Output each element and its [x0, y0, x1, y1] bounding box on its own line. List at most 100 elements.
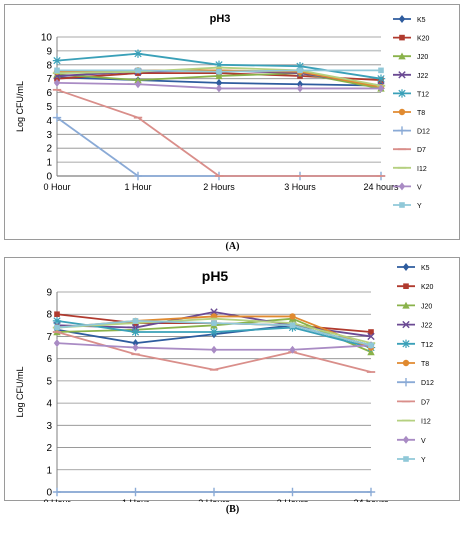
legend-item-d7: D7	[397, 399, 430, 406]
data-point-d12	[131, 487, 140, 497]
legend-item-d12: D12	[397, 378, 434, 387]
legend-item-v: V	[393, 182, 422, 191]
legend-item-j20: J20	[397, 301, 432, 310]
legend-label: K5	[421, 265, 430, 272]
y-tick-label: 9	[46, 46, 52, 57]
legend-item-t8: T8	[393, 108, 425, 117]
data-point-t12	[295, 61, 305, 71]
legend-label: J20	[421, 303, 432, 310]
legend-marker	[397, 89, 407, 98]
x-tick-label: 24 hours	[363, 182, 399, 192]
y-axis-label: Log CFU/mL	[15, 81, 25, 132]
legend-label: J22	[417, 73, 428, 80]
legend-label: D7	[417, 147, 426, 154]
legend-label: K20	[417, 36, 430, 43]
y-tick-label: 2	[46, 443, 52, 454]
legend-label: Y	[421, 457, 426, 464]
legend-item-j22: J22	[393, 71, 428, 80]
legend-marker	[399, 34, 405, 41]
data-point-v	[134, 80, 142, 89]
chart-title: pH3	[210, 13, 231, 25]
y-tick-label: 7	[46, 74, 52, 85]
data-point-v	[132, 343, 139, 352]
chart-ph5: pH5 Log CFU/mL 0 1 2 3 4 5 6 7 8 9 0 Hour 1 Hour 2 Hou…	[15, 263, 434, 502]
data-point-d12	[52, 113, 62, 122]
y-tick-label: 3	[46, 130, 52, 141]
data-point-d12	[52, 487, 62, 497]
data-point-y	[297, 67, 303, 74]
y-tick-label: 2	[46, 144, 52, 155]
data-point-k20	[368, 329, 374, 335]
x-tick-label: 2 Hours	[198, 498, 230, 502]
x-tick-label: 1 Hour	[122, 498, 149, 502]
data-point-v	[210, 345, 218, 354]
legend-label: D7	[421, 399, 430, 406]
legend-marker	[403, 283, 409, 289]
data-point-d12	[288, 487, 297, 497]
data-point-v	[289, 345, 296, 354]
data-point-y	[289, 322, 296, 329]
y-tick-label: 8	[46, 310, 52, 321]
data-point-y	[216, 68, 222, 75]
legend-marker	[399, 202, 405, 208]
legend-marker	[402, 359, 410, 367]
data-point-y	[368, 342, 374, 349]
legend-label: T8	[417, 110, 425, 117]
legend-item-k20: K20	[393, 34, 430, 43]
data-point-v	[296, 84, 304, 93]
legend-marker	[402, 301, 410, 309]
legend-item-t12: T12	[393, 89, 429, 98]
x-tick-label: 3 Hours	[277, 498, 309, 502]
y-tick-label: 5	[46, 376, 52, 387]
legend-label: Y	[417, 203, 422, 210]
legend-marker	[402, 320, 410, 329]
y-tick-label: 9	[46, 288, 52, 299]
data-point-t12	[209, 327, 219, 337]
legend-marker	[398, 15, 406, 23]
series-v	[53, 339, 375, 354]
legend-item-j20: J20	[393, 52, 428, 61]
legend-label: V	[421, 438, 426, 445]
legend-marker	[398, 71, 406, 79]
legend-item-y: Y	[393, 202, 422, 210]
y-tick-label: 4	[46, 399, 52, 410]
y-tick-label: 4	[46, 116, 52, 127]
data-point-t12	[133, 49, 143, 58]
y-tick-label: 8	[46, 60, 52, 71]
y-tick-label: 10	[41, 33, 53, 44]
panel-label-a: (A)	[225, 241, 240, 252]
data-point-y	[135, 67, 141, 74]
legend-label: T8	[421, 361, 429, 368]
legend-item-k5: K5	[397, 263, 430, 272]
data-point-k5	[215, 78, 223, 87]
legend-label: J20	[417, 54, 428, 61]
series-line-d7	[56, 88, 381, 177]
y-tick-label: 1	[46, 465, 52, 476]
data-point-d12	[209, 487, 219, 497]
chart-panel-ph5: pH5 Log CFU/mL 0 1 2 3 4 5 6 7 8 9 0 Hour 1 Hour 2 Hou…	[4, 257, 460, 502]
data-point-y	[54, 67, 60, 74]
data-point-j22	[367, 332, 375, 341]
y-tick-label: 6	[46, 88, 52, 99]
x-tick-label: 2 Hours	[203, 182, 235, 192]
data-point-k20	[54, 311, 60, 318]
legend-item-v: V	[397, 435, 426, 445]
y-tick-label: 0	[46, 172, 52, 183]
data-point-k5	[296, 80, 304, 89]
legend-label: D12	[421, 380, 434, 387]
legend-item-k20: K20	[397, 283, 434, 291]
legend-item-d12: D12	[393, 126, 430, 136]
data-point-v	[53, 78, 61, 87]
data-point-v	[53, 339, 61, 348]
x-tick-label: 3 Hours	[284, 182, 316, 192]
chart-panel-ph3: pH3 Log CFU/mL 0 1 2 3 4 5 6 7 8 9 10 0 Hour 1 Hour 2 H…	[4, 4, 460, 240]
series-d7	[52, 88, 386, 177]
y-tick-label: 6	[46, 354, 52, 365]
legend-item-i12: I12	[393, 166, 427, 173]
chart-title: pH5	[202, 268, 229, 284]
chart-ph3: pH3 Log CFU/mL 0 1 2 3 4 5 6 7 8 9 10 0 Hour 1 Hour 2 H…	[15, 13, 430, 210]
data-point-t12	[214, 60, 224, 69]
legend-label: T12	[421, 342, 433, 349]
data-point-y	[211, 320, 217, 326]
data-point-d12	[133, 171, 143, 181]
